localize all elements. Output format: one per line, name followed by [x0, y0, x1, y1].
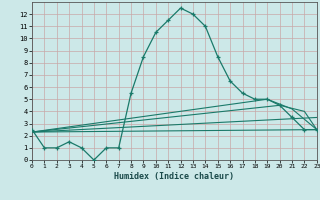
- X-axis label: Humidex (Indice chaleur): Humidex (Indice chaleur): [115, 172, 234, 181]
